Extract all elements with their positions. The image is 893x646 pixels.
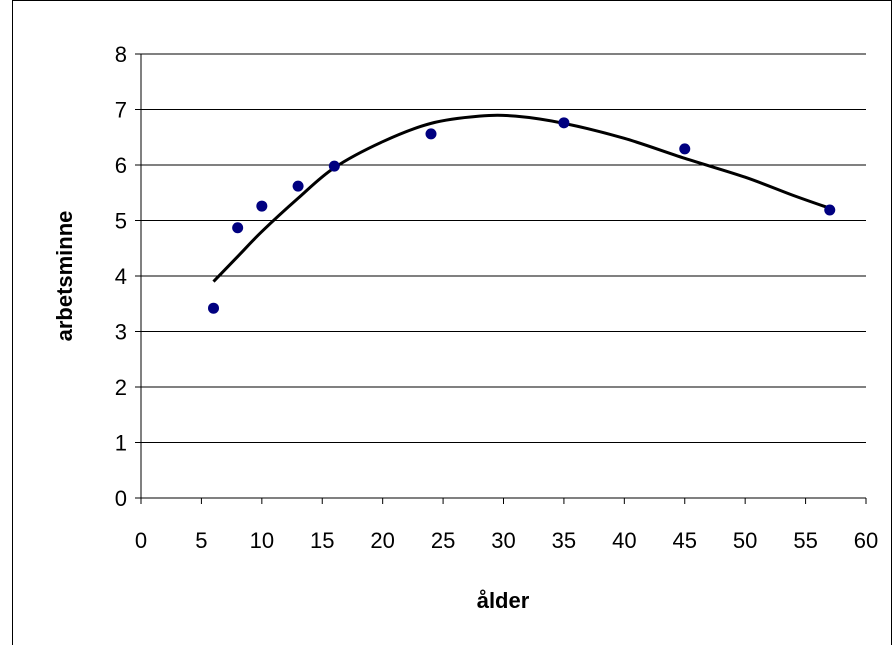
data-point xyxy=(232,222,244,234)
y-tick-label: 6 xyxy=(115,153,127,178)
data-point xyxy=(558,117,570,129)
x-axis-title: ålder xyxy=(477,588,530,613)
axes xyxy=(135,53,867,504)
chart-frame xyxy=(12,0,892,645)
x-tick-label: 20 xyxy=(370,528,394,553)
x-tick-label: 5 xyxy=(195,528,207,553)
y-tick-label: 8 xyxy=(115,42,127,67)
y-tick-label: 1 xyxy=(115,431,127,456)
x-tick-label: 15 xyxy=(310,528,334,553)
x-tick-label: 55 xyxy=(793,528,817,553)
y-tick-label: 5 xyxy=(115,209,127,234)
x-tick-label: 0 xyxy=(135,528,147,553)
y-tick-label: 0 xyxy=(115,486,127,511)
gridlines xyxy=(141,53,866,443)
x-tick-label: 35 xyxy=(552,528,576,553)
y-tick-label: 3 xyxy=(115,320,127,345)
data-point xyxy=(824,204,836,216)
x-tick-label: 25 xyxy=(431,528,455,553)
data-point xyxy=(208,302,219,314)
x-tick-label: 45 xyxy=(673,528,697,553)
y-axis-title: arbetsminne xyxy=(52,211,77,342)
y-tick-label: 2 xyxy=(115,375,127,400)
y-tick-label: 4 xyxy=(115,264,127,289)
data-point xyxy=(292,180,304,192)
trend-line-group xyxy=(212,113,831,283)
x-tick-label: 10 xyxy=(250,528,274,553)
data-points xyxy=(208,117,836,314)
data-point xyxy=(256,200,268,212)
x-tick-label: 40 xyxy=(612,528,636,553)
data-point xyxy=(328,160,340,172)
x-tick-label: 30 xyxy=(491,528,515,553)
x-tick-label: 50 xyxy=(733,528,757,553)
trend-line xyxy=(212,113,831,283)
data-point xyxy=(425,128,437,140)
y-tick-label: 7 xyxy=(115,98,127,123)
data-point xyxy=(679,143,691,155)
x-tick-label: 60 xyxy=(854,528,878,553)
